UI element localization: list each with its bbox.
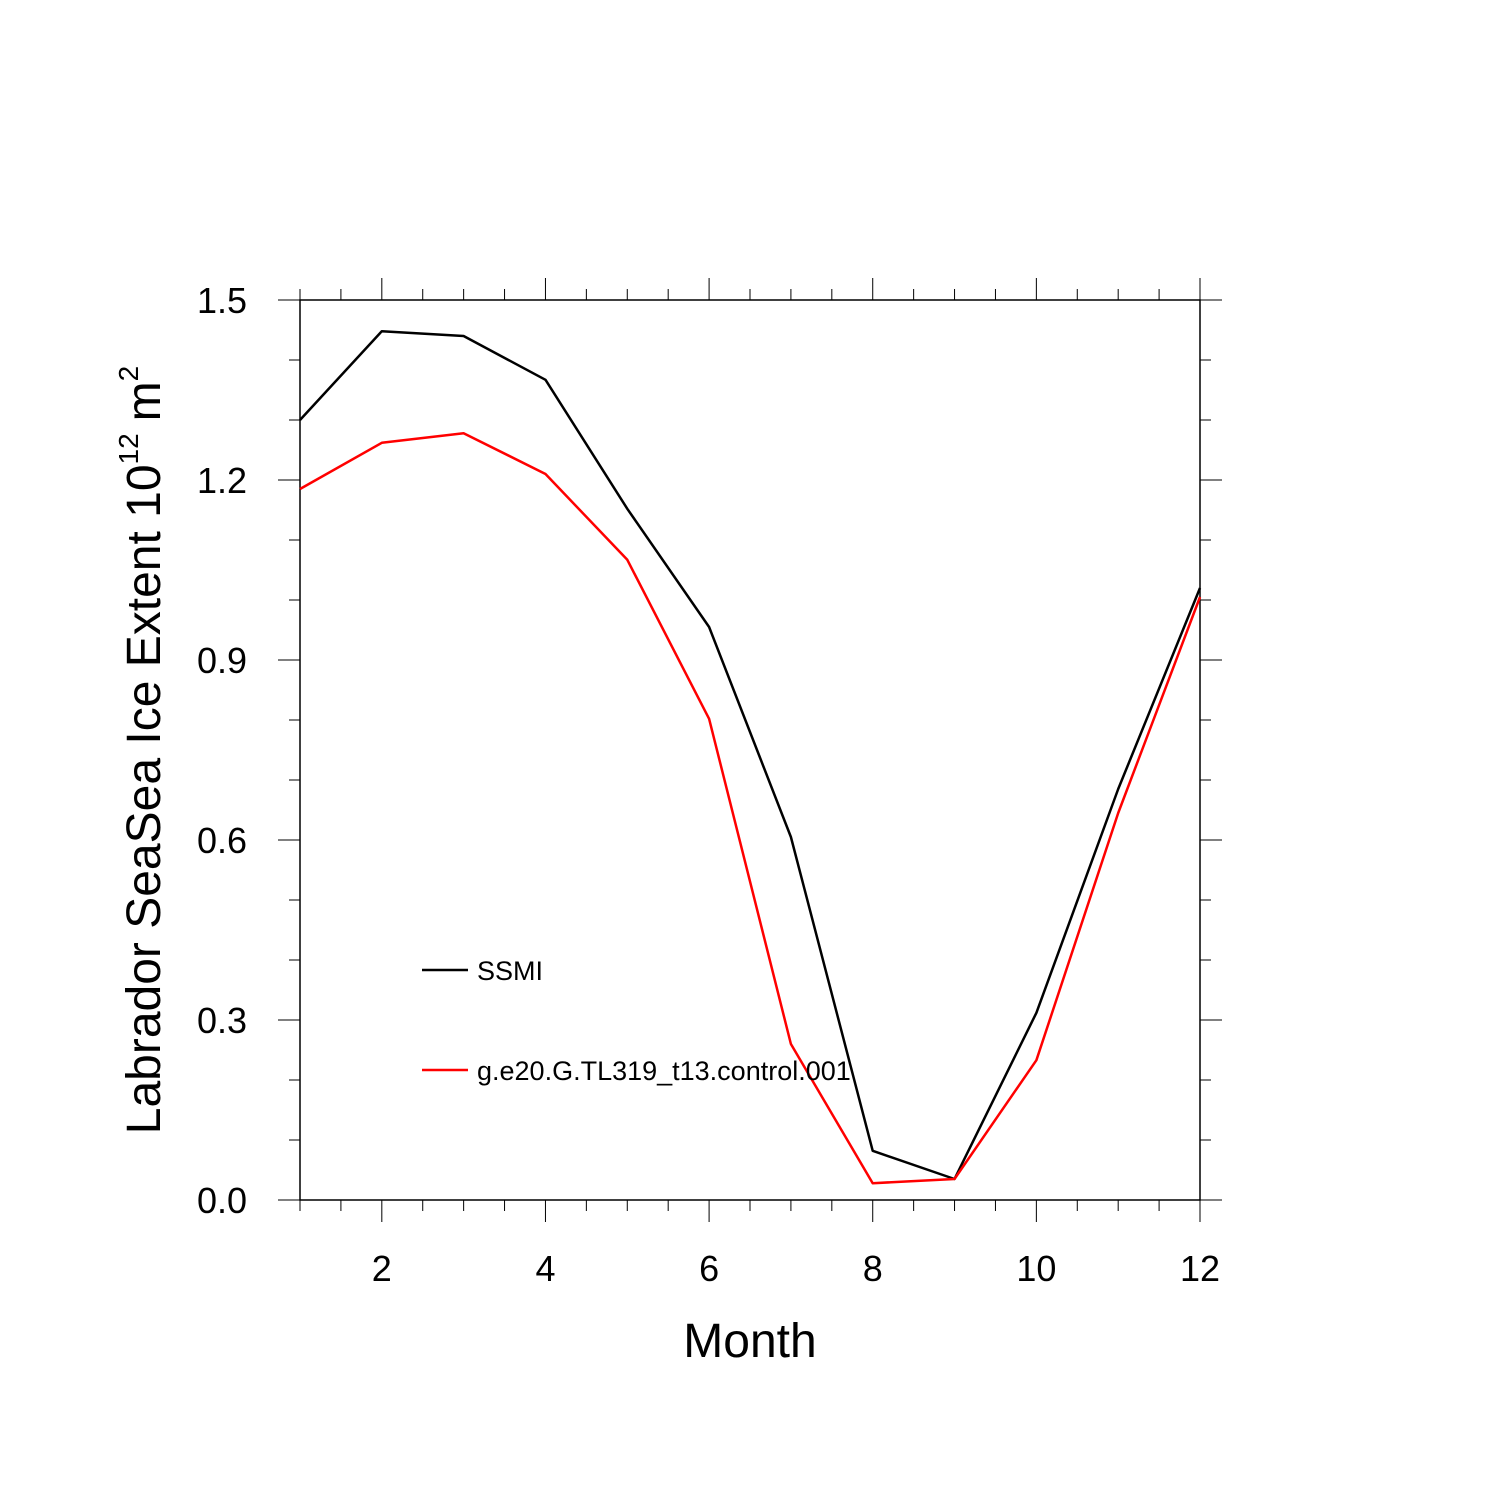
x-tick-label: 4 xyxy=(535,1248,555,1289)
x-tick-label: 2 xyxy=(372,1248,392,1289)
y-tick-label: 1.2 xyxy=(197,460,247,501)
x-tick-label: 10 xyxy=(1016,1248,1056,1289)
series-line-control xyxy=(299,431,1202,1185)
legend: SSMI g.e20.G.TL319_t13.control.001 xyxy=(422,956,851,1086)
y-tick-label: 0.9 xyxy=(197,640,247,681)
x-tick-label: 12 xyxy=(1180,1248,1220,1289)
series-line-ssmi xyxy=(299,329,1202,1181)
legend-label-control: g.e20.G.TL319_t13.control.001 xyxy=(477,1056,851,1086)
y-tick-label: 0.6 xyxy=(197,820,247,861)
series-lines xyxy=(299,329,1202,1185)
y-axis-title-text: Labrador SeaSea Ice Extent 10 xyxy=(118,464,171,1134)
y-axis-title-unit-exponent: 2 xyxy=(113,366,144,382)
y-axis-title: Labrador SeaSea Ice Extent 1012 m2 xyxy=(113,366,171,1135)
y-tick-label: 0.3 xyxy=(197,1000,247,1041)
y-tick-label: 0.0 xyxy=(197,1180,247,1221)
x-axis-title: Month xyxy=(683,1315,816,1368)
axis-ticks xyxy=(278,278,1222,1222)
y-axis-title-exponent: 12 xyxy=(113,433,144,464)
y-axis-title-unit: m xyxy=(118,381,171,421)
axis-tick-labels: 2 4 6 8 10 12 0.0 0.3 0.6 0.9 1.2 1.5 xyxy=(197,280,1220,1289)
x-tick-label: 6 xyxy=(699,1248,719,1289)
y-tick-label: 1.5 xyxy=(197,280,247,321)
x-tick-label: 8 xyxy=(863,1248,883,1289)
legend-label-ssmi: SSMI xyxy=(477,956,543,986)
